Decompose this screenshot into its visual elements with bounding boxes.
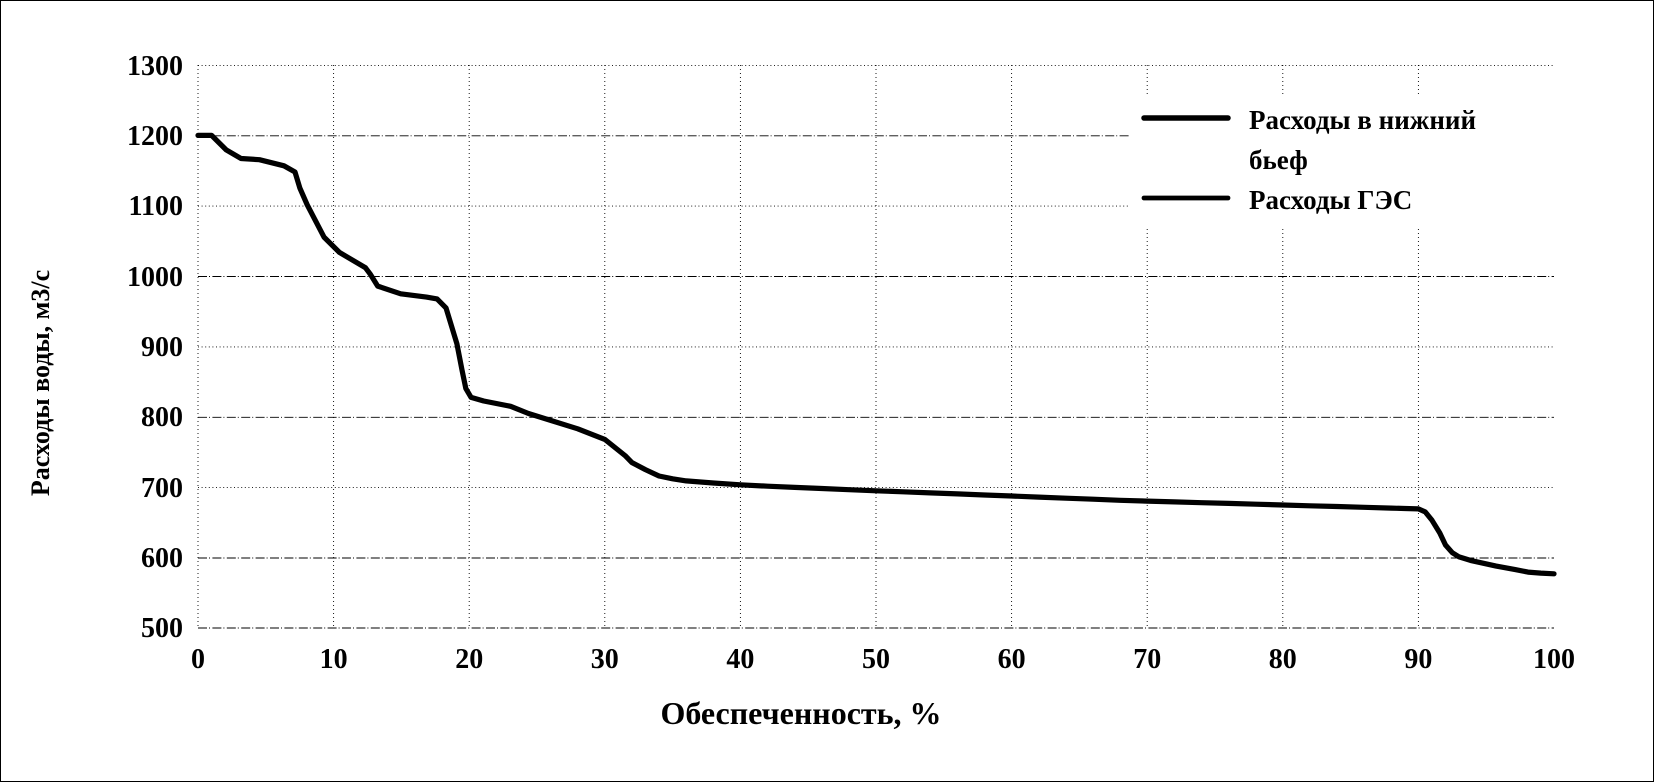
svg-text:900: 900 [141,332,183,363]
svg-text:800: 800 [141,402,183,433]
svg-text:0: 0 [191,644,205,675]
svg-text:500: 500 [141,613,183,644]
svg-text:1000: 1000 [127,262,183,293]
svg-text:Обеспеченность, %: Обеспеченность, % [660,695,941,731]
svg-text:Расходы в нижний: Расходы в нижний [1249,105,1476,135]
svg-text:Расходы ГЭС: Расходы ГЭС [1249,185,1412,215]
svg-text:60: 60 [998,644,1026,675]
svg-text:40: 40 [726,644,754,675]
svg-text:бьеф: бьеф [1249,145,1308,175]
svg-text:90: 90 [1404,644,1432,675]
svg-text:100: 100 [1533,644,1575,675]
svg-text:1300: 1300 [127,51,183,82]
svg-text:10: 10 [320,644,348,675]
svg-text:80: 80 [1269,644,1297,675]
svg-text:600: 600 [141,543,183,574]
svg-text:1200: 1200 [127,121,183,152]
svg-text:1100: 1100 [129,191,183,222]
svg-text:Расходы воды, м3/с: Расходы воды, м3/с [26,270,55,496]
svg-text:30: 30 [591,644,619,675]
svg-text:700: 700 [141,473,183,504]
svg-text:20: 20 [455,644,483,675]
svg-text:70: 70 [1133,644,1161,675]
svg-text:50: 50 [862,644,890,675]
